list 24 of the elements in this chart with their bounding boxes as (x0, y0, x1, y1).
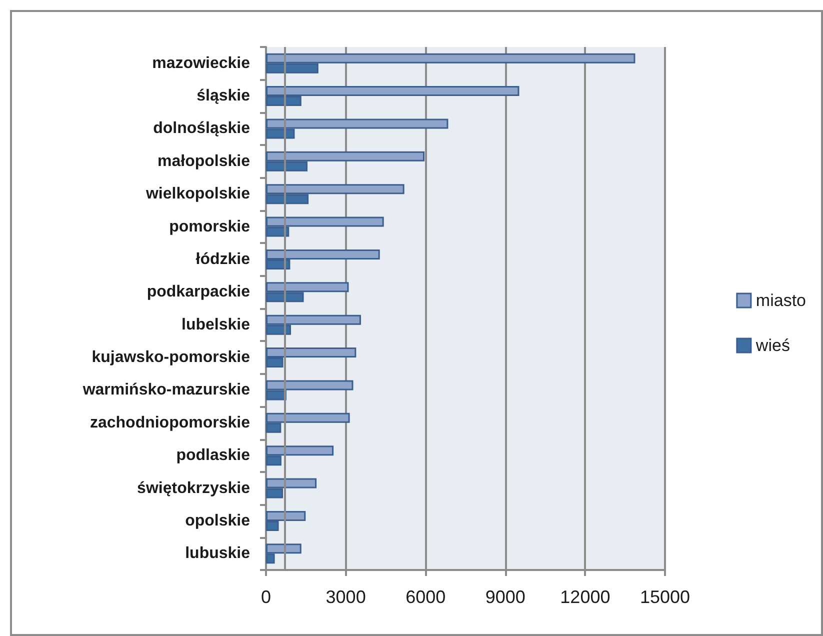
y-tick-label: śląskie (196, 88, 250, 105)
y-tick-label: podkarpackie (146, 284, 250, 301)
y-tick-label: wielkopolskie (144, 186, 250, 203)
y-tick-label: opolskie (185, 512, 250, 530)
y-tick-label: małopolskie (158, 152, 250, 170)
legend-label: miasto (756, 291, 806, 310)
x-tick-label: 3000 (326, 587, 366, 607)
x-tick-label: 9000 (485, 587, 526, 607)
x-tick-label: 15000 (640, 587, 690, 607)
y-tick-label: podlaskie (176, 447, 250, 464)
legend-label: wieś (754, 336, 790, 355)
y-tick-label: zachodniopomorskie (90, 414, 250, 432)
y-tick-label: dolnośląskie (153, 120, 250, 138)
y-tick-label: świętokrzyskie (137, 480, 250, 497)
x-tick-label: 6000 (406, 587, 446, 607)
x-tick-label: 0 (260, 587, 272, 607)
y-tick-label: pomorskie (169, 218, 250, 236)
y-tick-label: lubelskie (182, 316, 250, 334)
y-tick-label: lubuskie (185, 545, 250, 562)
y-tick-label: warmińsko-mazurskie (82, 382, 250, 399)
y-tick-label: mazowieckie (152, 54, 250, 72)
x-tick-label: 12000 (560, 587, 610, 607)
y-tick-label: kujawsko-pomorskie (92, 349, 250, 366)
y-tick-label: łódzkie (196, 250, 250, 268)
